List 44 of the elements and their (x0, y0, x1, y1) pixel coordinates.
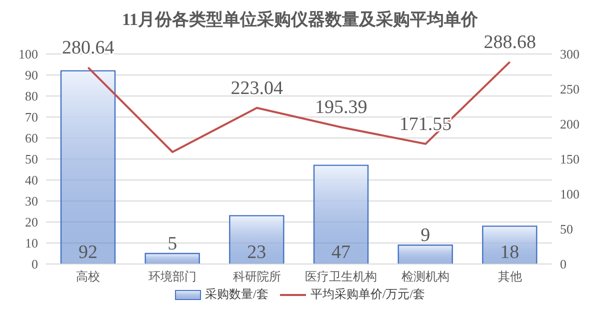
bar (229, 215, 284, 264)
chart-title: 11月份各类型单位采购仪器数量及采购平均单价 (120, 9, 480, 31)
data-label: 288.68 (484, 32, 536, 53)
x-tick-label: 检测机构 (402, 270, 450, 284)
bar (144, 252, 200, 264)
bar (482, 226, 538, 264)
x-tick-label: 高校 (76, 270, 100, 284)
y-tick-label: 90 (25, 68, 38, 83)
x-tick-label: 医疗卫生机构 (305, 270, 378, 284)
data-label: 92 (78, 242, 98, 263)
bar (60, 70, 116, 264)
y-tick-label: 0 (32, 256, 38, 272)
y-tick-label: 80 (25, 88, 38, 104)
y2-tick-label: 50 (560, 222, 573, 237)
y-tick-label: 10 (25, 236, 38, 251)
y2-tick-label: 150 (560, 152, 580, 167)
y-tick-label: 30 (25, 194, 38, 209)
line-series (87, 60, 511, 153)
x-tick-label: 其他 (498, 270, 522, 284)
y-tick-label: 50 (25, 152, 38, 167)
y-tick-label: 40 (25, 172, 38, 188)
data-label: 280.64 (62, 38, 115, 59)
data-label: 23 (247, 242, 266, 263)
y2-tick-label: 100 (560, 186, 580, 202)
legend-label: 平均采购单价/万元/套 (309, 286, 425, 303)
data-label: 223.04 (230, 78, 284, 99)
y2-tick-label: 300 (560, 46, 580, 62)
y-tick-label: 100 (18, 46, 38, 62)
data-label: 47 (332, 242, 350, 263)
bar (398, 244, 453, 264)
y-tick-label: 70 (25, 110, 38, 125)
x-tick-label: 科研院所 (232, 270, 281, 284)
y2-tick-label: 200 (560, 116, 580, 132)
y2-tick-label: 0 (560, 256, 566, 272)
x-tick-label: 环境部门 (148, 270, 196, 284)
y2-tick-label: 250 (560, 82, 580, 97)
data-label: 18 (500, 242, 520, 263)
data-label: 195.39 (315, 97, 368, 118)
y-tick-label: 60 (25, 130, 38, 146)
y-tick-label: 20 (25, 214, 38, 230)
legend-label: 采购数量/套 (204, 286, 268, 303)
data-label: 5 (168, 234, 178, 254)
data-label: 9 (420, 225, 430, 246)
bar (313, 164, 369, 264)
